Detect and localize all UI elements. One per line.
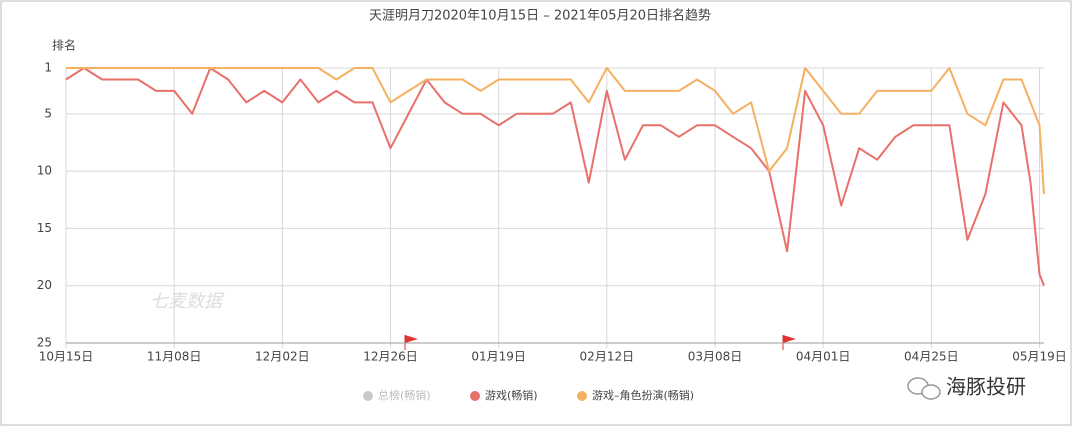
legend-item[interactable]: 游戏(畅销) xyxy=(470,388,538,402)
legend-item[interactable]: 游戏–角色扮演(畅销) xyxy=(577,388,694,402)
legend-marker xyxy=(470,391,480,401)
y-tick-label: 5 xyxy=(44,106,52,120)
legend-marker xyxy=(577,391,587,401)
series-line xyxy=(66,67,1045,195)
brand-logo xyxy=(907,377,941,400)
legend-label: 总榜(畅销) xyxy=(378,388,431,402)
x-tick-label: 11月08日 xyxy=(147,350,202,364)
x-tick-label: 04月25日 xyxy=(904,350,959,364)
x-tick-label: 05月19日 xyxy=(1012,350,1067,364)
y-tick-label: 15 xyxy=(37,221,52,235)
brand: 海豚投研 xyxy=(946,375,1026,399)
legend-marker xyxy=(363,391,373,401)
x-tick-label: 03月08日 xyxy=(688,350,743,364)
x-tick-label: 12月26日 xyxy=(363,350,418,364)
watermark: 七麦数据 xyxy=(150,291,225,312)
frame xyxy=(0,0,1072,426)
y-tick-label: 10 xyxy=(37,164,52,178)
series-line xyxy=(65,67,1045,287)
legend-label: 游戏–角色扮演(畅销) xyxy=(592,388,694,402)
chart-title: 天涯明月刀2020年10月15日 – 2021年05月20日排名趋势 xyxy=(369,8,711,24)
x-tick-label: 02月12日 xyxy=(580,350,635,364)
x-tick-label: 12月02日 xyxy=(255,350,310,364)
y-axis-label: 排名 xyxy=(52,38,76,53)
legend-item[interactable]: 总榜(畅销) xyxy=(363,388,431,402)
x-tick-label: 04月01日 xyxy=(796,350,851,364)
x-tick-label: 10月15日 xyxy=(39,350,94,364)
y-tick-label: 1 xyxy=(44,61,52,75)
y-tick-label: 25 xyxy=(37,336,52,350)
legend-label: 游戏(畅销) xyxy=(485,388,538,402)
y-tick-label: 20 xyxy=(37,278,52,292)
x-tick-label: 01月19日 xyxy=(471,350,526,364)
